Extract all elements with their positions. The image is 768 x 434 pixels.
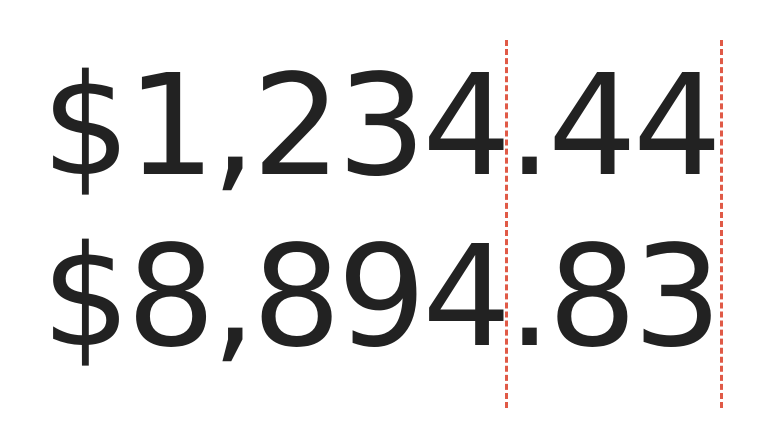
decimal-alignment-guide: [505, 40, 508, 408]
amount-row-2: $8,894.83: [41, 216, 722, 379]
amount-row-1: $1,234.44: [41, 45, 722, 208]
right-edge-alignment-guide: [720, 40, 723, 408]
